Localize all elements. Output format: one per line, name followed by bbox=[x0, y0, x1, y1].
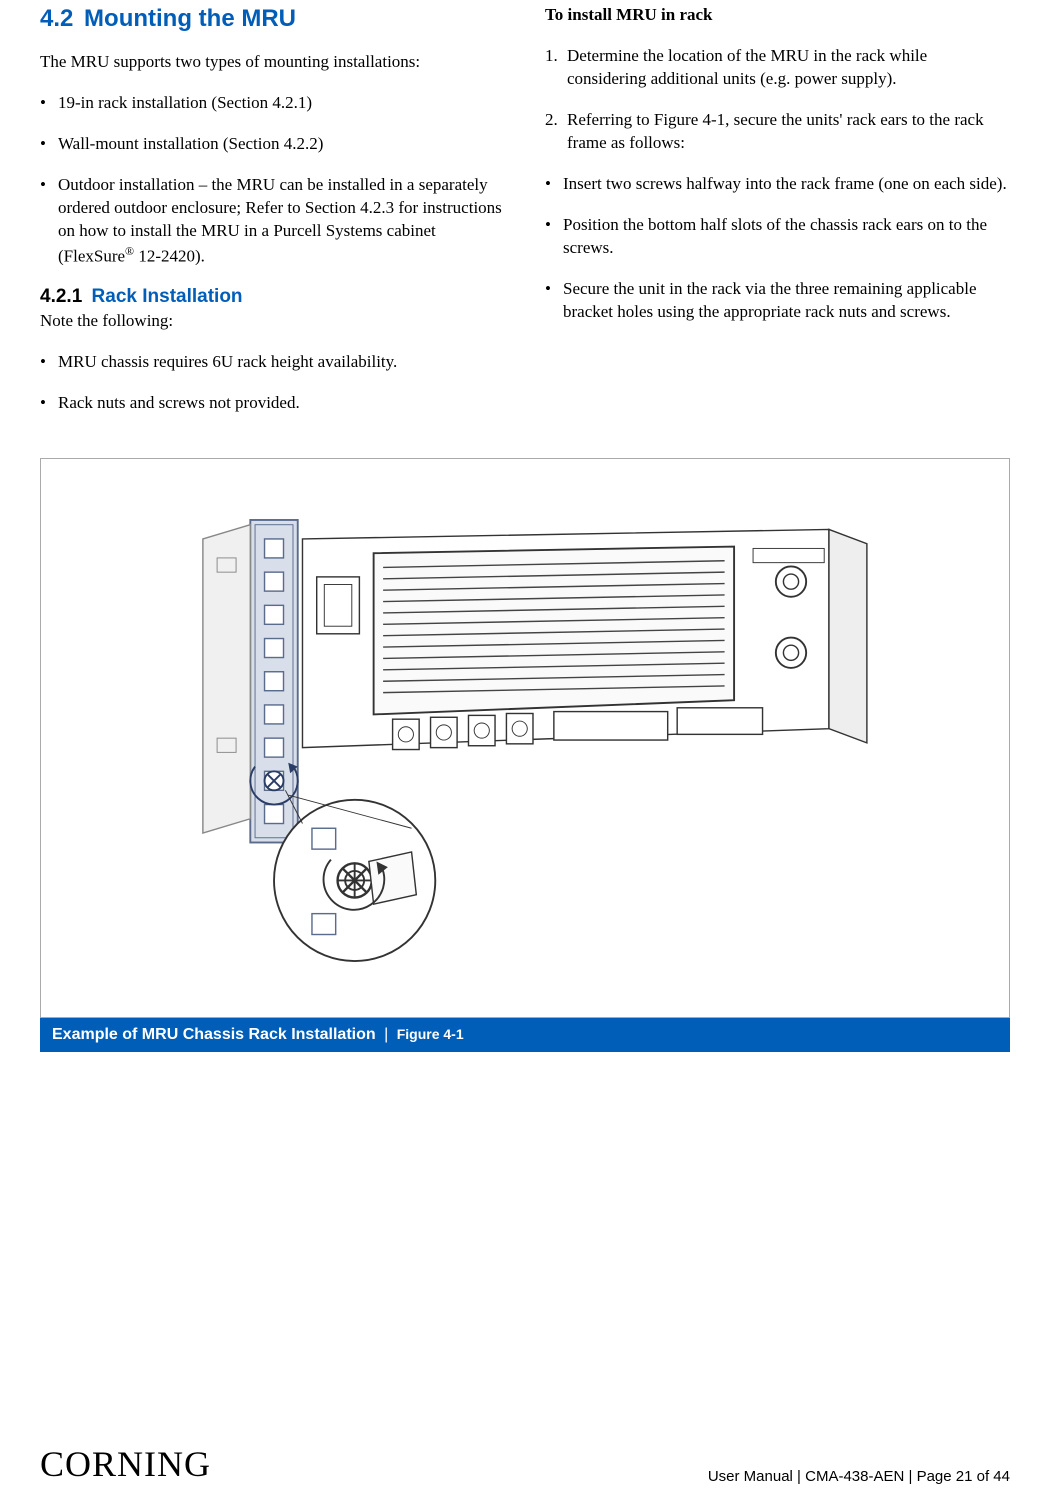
subsection-heading: 4.2.1 Rack Installation bbox=[40, 286, 505, 308]
install-steps: Determine the location of the MRU in the… bbox=[545, 45, 1010, 155]
footer-info: User Manual | CMA-438-AEN | Page 21 of 4… bbox=[708, 1468, 1010, 1485]
bullet-item: Wall-mount installation (Section 4.2.2) bbox=[40, 133, 505, 156]
bullet-item: Secure the unit in the rack via the thre… bbox=[545, 278, 1010, 324]
subsection-number: 4.2.1 bbox=[40, 286, 82, 307]
bullet-item: Outdoor installation – the MRU can be in… bbox=[40, 174, 505, 268]
corning-logo: CORNING bbox=[40, 1443, 211, 1485]
caption-figure-number: Figure 4-1 bbox=[397, 1026, 464, 1042]
step-sub-bullets: Insert two screws halfway into the rack … bbox=[545, 173, 1010, 324]
page-footer: CORNING User Manual | CMA-438-AEN | Page… bbox=[40, 1443, 1010, 1485]
bullet-item: Position the bottom half slots of the ch… bbox=[545, 214, 1010, 260]
rack-installation-figure bbox=[114, 501, 937, 975]
left-column: 4.2 Mounting the MRU The MRU supports tw… bbox=[40, 5, 505, 433]
footer-doc-id: CMA-438-AEN bbox=[805, 1468, 904, 1485]
section-number: 4.2 bbox=[40, 5, 73, 32]
bullet-item: MRU chassis requires 6U rack height avai… bbox=[40, 351, 505, 374]
footer-sep: | bbox=[797, 1468, 805, 1485]
intro-text: The MRU supports two types of mounting i… bbox=[40, 51, 505, 74]
section-heading: 4.2 Mounting the MRU bbox=[40, 5, 505, 33]
figure-container bbox=[40, 458, 1010, 1018]
intro-bullets: 19-in rack installation (Section 4.2.1) … bbox=[40, 92, 505, 268]
subsection-title: Rack Installation bbox=[92, 286, 243, 307]
bullet-item: Insert two screws halfway into the rack … bbox=[545, 173, 1010, 196]
footer-sep: | bbox=[909, 1468, 917, 1485]
step-item: Determine the location of the MRU in the… bbox=[545, 45, 1010, 91]
section-title-text: Mounting the MRU bbox=[84, 5, 296, 32]
footer-manual: User Manual bbox=[708, 1468, 793, 1485]
footer-page: Page 21 of 44 bbox=[917, 1468, 1010, 1485]
caption-separator: | bbox=[384, 1026, 388, 1043]
note-bullets: MRU chassis requires 6U rack height avai… bbox=[40, 351, 505, 415]
bullet-item: Rack nuts and screws not provided. bbox=[40, 392, 505, 415]
bullet-item: 19-in rack installation (Section 4.2.1) bbox=[40, 92, 505, 115]
caption-label: Example of MRU Chassis Rack Installation bbox=[52, 1026, 376, 1043]
right-column: To install MRU in rack Determine the loc… bbox=[545, 5, 1010, 433]
step-item: Referring to Figure 4-1, secure the unit… bbox=[545, 109, 1010, 155]
note-text: Note the following: bbox=[40, 310, 505, 333]
install-heading: To install MRU in rack bbox=[545, 5, 1010, 25]
figure-caption-bar: Example of MRU Chassis Rack Installation… bbox=[40, 1018, 1010, 1052]
